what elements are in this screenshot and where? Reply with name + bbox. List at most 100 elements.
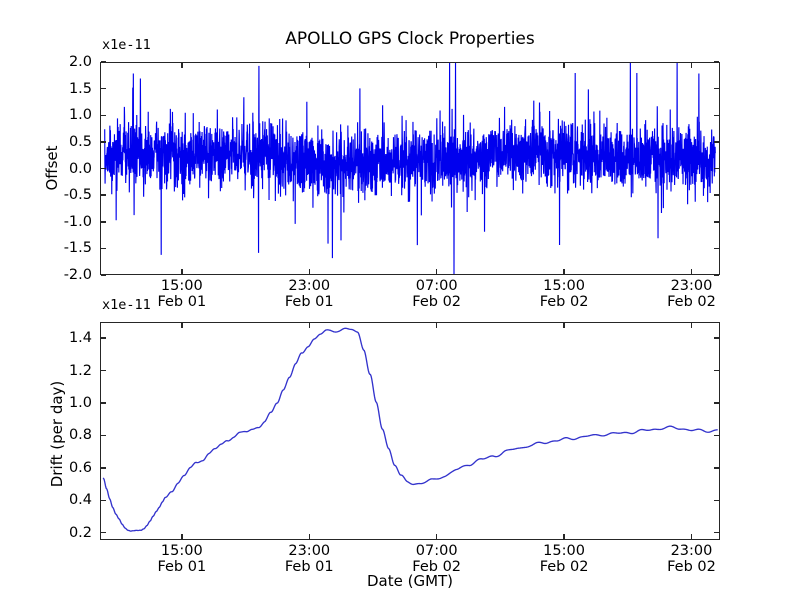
offset-trace-svg [104,63,716,274]
drift-ytick-mark [101,402,106,404]
drift-ytick-mark-right [714,467,719,469]
drift-xtick-mark-top [563,323,565,328]
offset-ytick-label: 0.0 [68,160,92,177]
drift-xtick-mark [308,534,310,539]
offset-xtick-label: 15:00 Feb 01 [157,278,207,310]
drift-line-series [102,327,718,532]
offset-ytick-mark-right [714,141,719,143]
offset-xtick-time: 23:00 [288,278,331,294]
offset-line-series [104,63,716,274]
offset-xtick-mark [308,269,310,274]
page-title: APOLLO GPS Clock Properties [285,29,535,49]
offset-ytick-label: 1.5 [68,80,92,97]
drift-xtick-time: 07:00 [415,543,458,559]
drift-xtick-date: Feb 01 [284,558,334,575]
drift-ytick-label: 1.4 [68,330,92,347]
drift-ytick-mark [101,499,106,502]
offset-ytick-label: -1.5 [63,240,92,257]
offset-xtick-mark-top [563,63,565,68]
drift-xtick-mark-top [308,323,310,328]
drift-ytick-label: 0.8 [68,427,92,444]
offset-xtick-label: 23:00 Feb 02 [667,278,716,310]
offset-ytick-label: -0.5 [63,187,92,204]
offset-ytick-mark-right [714,114,719,116]
offset-xtick-label: 15:00 Feb 02 [539,278,589,310]
drift-ytick-label: 1.0 [68,395,92,412]
drift-ytick-label: 0.4 [68,492,92,509]
drift-xtick-date: Feb 02 [539,558,589,575]
drift-xtick-time: 15:00 [543,543,585,559]
drift-ytick-mark-right [714,402,719,404]
drift-xtick-mark [563,534,565,539]
offset-xtick-date: Feb 02 [412,293,462,310]
offset-ytick-mark [101,114,106,116]
drift-ytick-mark-right [714,499,719,502]
offset-xtick-date: Feb 01 [284,293,334,310]
offset-xtick-label: 07:00 Feb 02 [412,278,462,310]
drift-xtick-date: Feb 02 [412,558,462,575]
offset-xtick-mark [563,269,565,274]
drift-ytick-label: 0.2 [68,524,92,541]
offset-xtick-time: 07:00 [415,278,458,294]
drift-xtick-mark-top [690,323,693,328]
offset-ytick-mark-right [714,247,719,250]
drift-xtick-label: 23:00 Feb 01 [284,543,334,575]
drift-ytick-mark [101,467,106,469]
offset-ytick-mark [101,247,106,250]
drift-ytick-mark-right [714,369,719,372]
offset-ytick-mark [101,221,106,223]
offset-ytick-label: 0.5 [68,133,92,150]
drift-trace-svg [102,327,718,532]
drift-xtick-mark-top [181,323,183,328]
offset-ytick-mark-right [714,274,719,276]
drift-xtick-label: 23:00 Feb 02 [667,543,716,575]
offset-ytick-label: -1.0 [63,213,92,230]
offset-exponent-label: x1e-11 [102,37,151,53]
drift-xtick-label: 15:00 Feb 01 [157,543,207,575]
offset-xtick-mark [690,269,693,274]
offset-ytick-mark-right [714,221,719,223]
offset-ytick-mark-right [714,87,719,90]
offset-xtick-time: 15:00 [160,278,203,294]
offset-xtick-mark-top [690,63,693,68]
drift-ytick-mark [101,369,106,372]
drift-ytick-label: 1.2 [68,362,92,379]
drift-ytick-mark [101,337,106,339]
offset-xtick-label: 23:00 Feb 01 [284,278,334,310]
offset-xtick-date: Feb 01 [157,293,207,310]
drift-xtick-mark [690,534,693,539]
offset-xtick-date: Feb 02 [539,293,589,310]
offset-ytick-mark [101,167,106,170]
offset-ytick-label: 2.0 [68,54,92,70]
drift-xtick-time: 23:00 [670,543,713,559]
drift-xtick-time: 23:00 [288,543,331,559]
drift-xtick-mark [435,534,438,539]
offset-ytick-mark [101,87,106,90]
offset-xtick-mark-top [435,63,438,68]
offset-ytick-mark-right [714,194,719,196]
offset-xtick-time: 15:00 [543,278,585,294]
x-axis-label: Date (GMT) [366,572,454,590]
drift-xtick-label: 07:00 Feb 02 [412,543,462,575]
offset-ytick-mark-right [714,61,719,63]
offset-ytick-mark [101,61,106,63]
offset-ytick-label: 1.0 [68,107,92,124]
offset-xtick-mark-top [181,63,183,68]
drift-plot-area [100,322,720,540]
drift-ytick-mark [101,531,106,534]
offset-xtick-date: Feb 02 [667,293,716,310]
offset-ytick-mark-right [714,167,719,170]
offset-xtick-mark-top [308,63,310,68]
drift-ytick-mark-right [714,531,719,534]
offset-xtick-mark [435,269,438,274]
drift-ytick-mark [101,434,106,437]
drift-ytick-mark-right [714,337,719,339]
drift-xtick-time: 15:00 [160,543,203,559]
drift-xtick-mark [181,534,183,539]
offset-ytick-mark [101,141,106,143]
drift-xtick-mark-top [435,323,438,328]
offset-xtick-time: 23:00 [670,278,713,294]
drift-xtick-date: Feb 01 [157,558,207,575]
offset-ytick-mark [101,274,106,276]
